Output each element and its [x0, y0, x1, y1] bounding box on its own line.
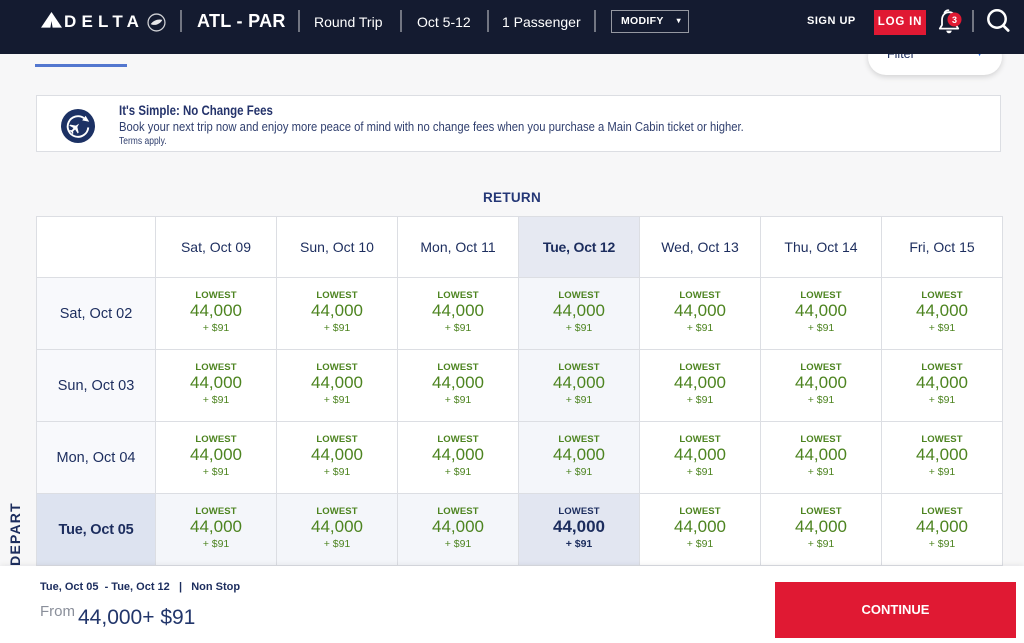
svg-text:3: 3 [952, 15, 957, 25]
